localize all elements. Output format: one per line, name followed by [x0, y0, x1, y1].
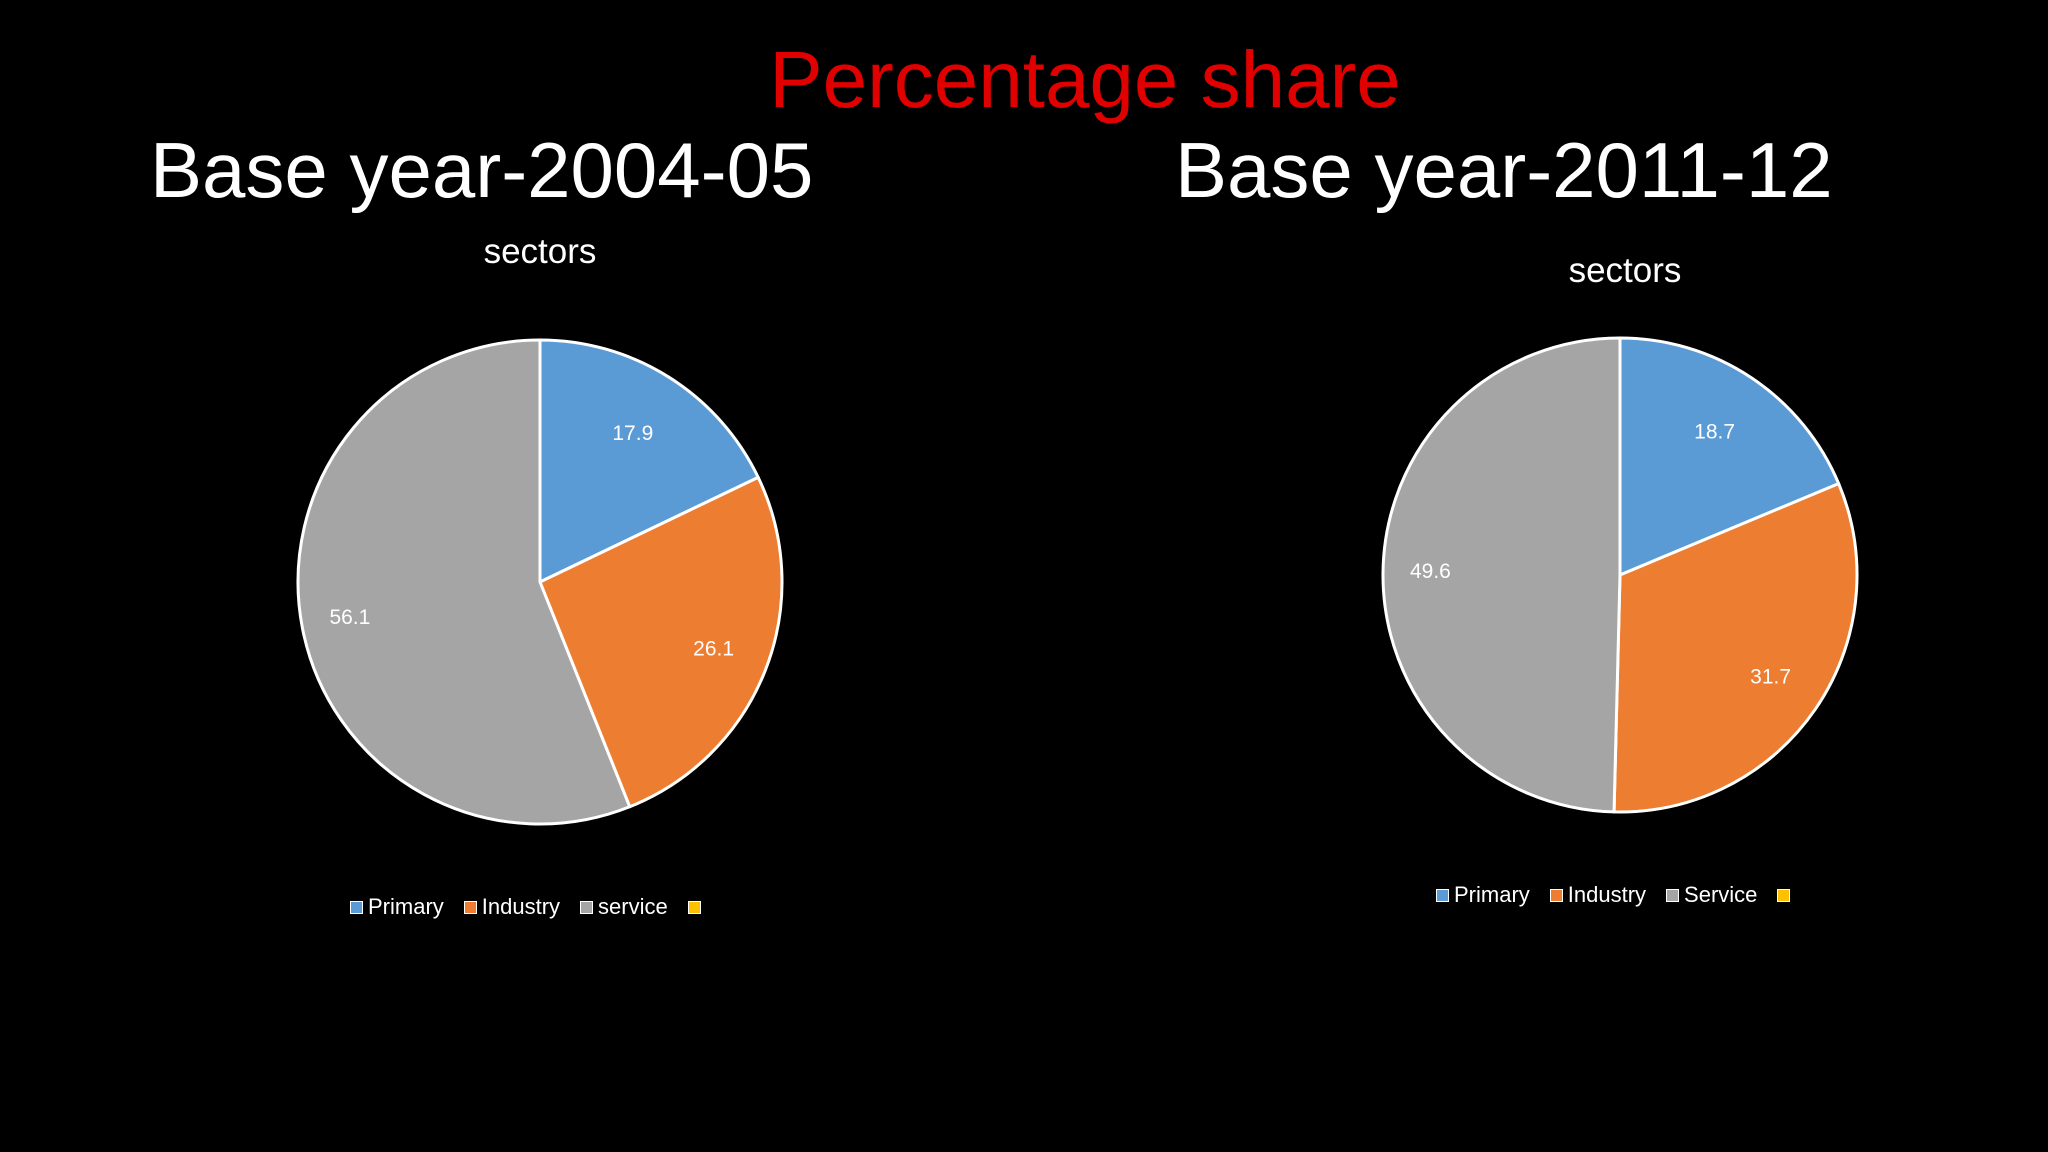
data-label-industry: 26.1: [693, 637, 734, 660]
left-chart-title: sectors: [483, 232, 597, 271]
data-label-service: 49.6: [1410, 560, 1451, 583]
data-label-primary: 18.7: [1694, 421, 1735, 444]
data-label-industry: 31.7: [1750, 666, 1791, 689]
legend-item-unnamed: [1777, 888, 1795, 902]
legend-item-industry: Industry: [1549, 880, 1647, 910]
legend-swatch: [1777, 888, 1791, 902]
legend-swatch: [687, 900, 701, 914]
right-legend: Primary Industry Service: [1436, 880, 1795, 910]
legend-swatch: [463, 900, 477, 914]
legend-swatch: [1436, 888, 1449, 902]
legend-item-primary: Primary: [1436, 880, 1530, 910]
right-panel-heading: Base year-2011-12: [1175, 126, 1833, 214]
legend-label: service: [598, 894, 668, 919]
legend-label: Primary: [1454, 882, 1530, 907]
legend-swatch: [350, 900, 363, 914]
data-label-primary: 17.9: [612, 422, 653, 445]
left-legend: Primary Industry service: [350, 892, 706, 922]
legend-item-unnamed: [687, 900, 706, 914]
right-chart-title: sectors: [1568, 251, 1682, 290]
pie-slice-primary: [1618, 336, 1841, 577]
legend-label: Industry: [1567, 882, 1647, 907]
left-pie-chart: 17.9 26.1 56.1: [296, 338, 784, 826]
pie-slice-industry: [538, 475, 784, 809]
legend-swatch: [1666, 888, 1680, 902]
legend-item-primary: Primary: [350, 892, 444, 922]
pie-slice-service: [1381, 336, 1622, 814]
legend-swatch: [580, 900, 594, 914]
left-panel-heading: Base year-2004-05: [150, 126, 814, 214]
legend-item-industry: Industry: [463, 892, 561, 922]
legend-swatch: [1549, 888, 1563, 902]
legend-label: Primary: [368, 894, 444, 919]
data-label-service: 56.1: [329, 606, 370, 629]
legend-label: Service: [1684, 882, 1758, 907]
pie-slice-industry: [1612, 482, 1859, 814]
pie-slice-primary: [538, 338, 760, 584]
legend-label: Industry: [481, 894, 561, 919]
slide-title: Percentage share: [769, 35, 1401, 124]
legend-item-service: Service: [1666, 880, 1757, 910]
right-pie-chart: 18.7 31.7 49.6: [1381, 336, 1859, 814]
legend-item-service: service: [580, 892, 668, 922]
pie-slice-service: [296, 338, 632, 826]
